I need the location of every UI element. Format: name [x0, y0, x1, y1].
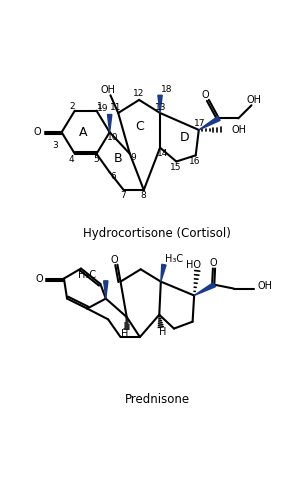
Text: 4: 4 [69, 155, 75, 164]
Text: H₃C: H₃C [78, 271, 96, 280]
Text: 7: 7 [120, 191, 126, 200]
Text: 16: 16 [189, 157, 201, 166]
Text: 19: 19 [97, 104, 108, 113]
Text: 14: 14 [157, 149, 168, 157]
Text: 11: 11 [110, 103, 122, 112]
Text: O: O [111, 255, 118, 265]
Polygon shape [199, 116, 220, 130]
Text: O: O [210, 258, 217, 268]
Text: C: C [135, 121, 143, 133]
Text: 15: 15 [170, 163, 181, 172]
Text: A: A [79, 126, 87, 139]
Text: 17: 17 [194, 119, 205, 128]
Text: O: O [202, 90, 210, 100]
Text: 6: 6 [110, 173, 116, 181]
Text: 12: 12 [133, 89, 144, 98]
Text: B: B [114, 152, 122, 165]
Text: OH: OH [258, 281, 273, 291]
Text: 8: 8 [140, 191, 146, 200]
Text: 2: 2 [69, 102, 75, 110]
Polygon shape [194, 283, 216, 295]
Text: 1: 1 [97, 102, 103, 110]
Text: OH: OH [231, 125, 246, 135]
Text: 13: 13 [155, 103, 167, 112]
Text: 3: 3 [52, 141, 58, 150]
Text: HO: HO [186, 260, 201, 270]
Polygon shape [161, 264, 166, 281]
Text: 9: 9 [130, 153, 136, 162]
Polygon shape [107, 115, 112, 132]
Text: 10: 10 [107, 133, 119, 142]
Text: D: D [179, 131, 189, 144]
Text: Prednisone: Prednisone [124, 393, 189, 406]
Text: H: H [122, 329, 129, 339]
Text: OH: OH [101, 85, 116, 95]
Text: O: O [35, 274, 43, 283]
Text: H₃C: H₃C [165, 254, 184, 264]
Text: H: H [159, 328, 166, 337]
Text: 5: 5 [93, 155, 99, 164]
Text: Hydrocortisone (Cortisol): Hydrocortisone (Cortisol) [83, 227, 231, 241]
Text: OH: OH [246, 95, 261, 105]
Polygon shape [158, 95, 162, 113]
Polygon shape [104, 281, 108, 298]
Text: 18: 18 [161, 85, 172, 94]
Text: O: O [34, 127, 41, 137]
